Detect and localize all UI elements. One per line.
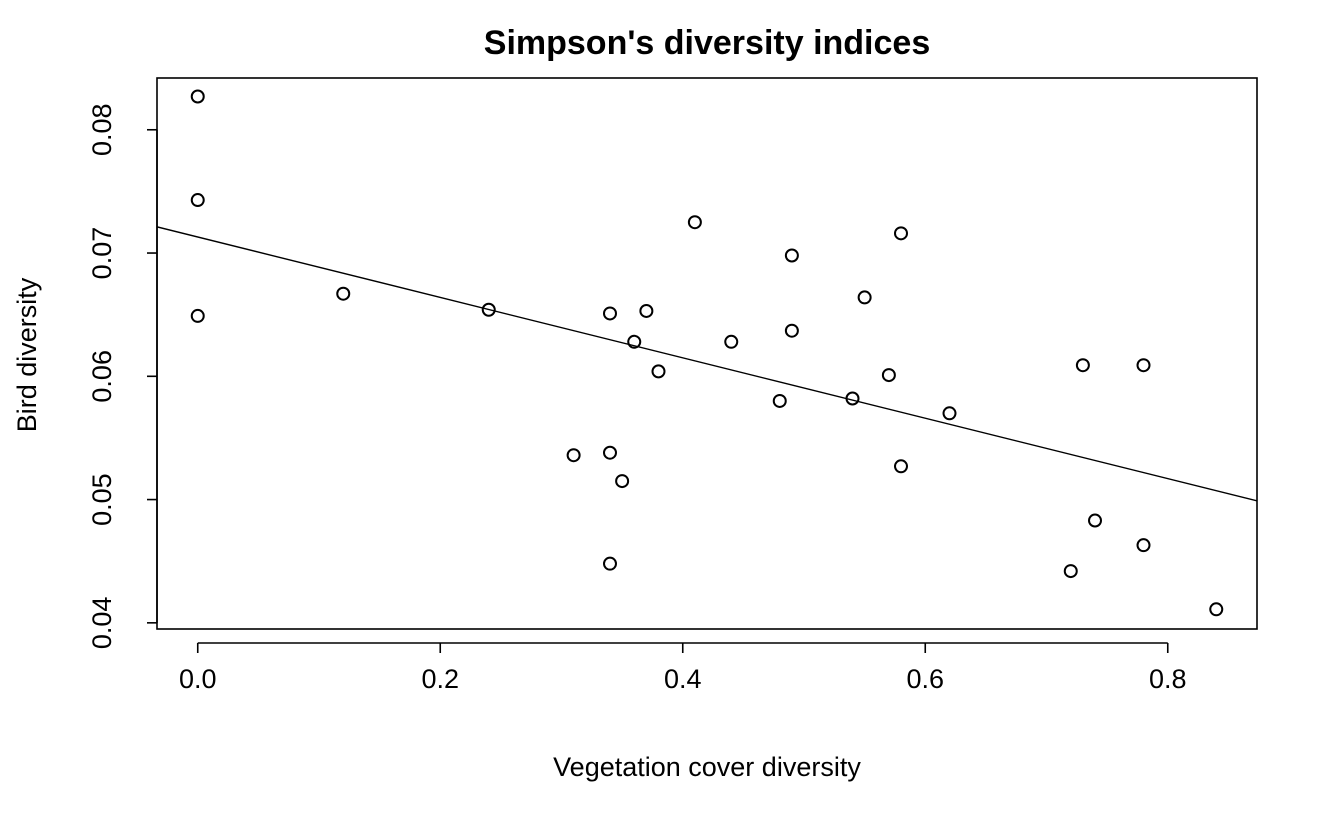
plot-area-frame xyxy=(156,77,1258,630)
x-tick-label: 0.8 xyxy=(1149,664,1187,694)
data-point xyxy=(602,445,617,460)
data-point xyxy=(784,248,799,263)
data-point xyxy=(336,286,351,301)
data-point xyxy=(615,474,630,489)
data-point xyxy=(784,323,799,338)
data-point xyxy=(190,308,205,323)
data-point xyxy=(1063,564,1078,579)
y-tick-label: 0.07 xyxy=(87,227,117,280)
data-point xyxy=(1136,358,1151,373)
regression-line xyxy=(157,226,1257,502)
data-point xyxy=(724,334,739,349)
data-point xyxy=(942,406,957,421)
data-point xyxy=(1209,602,1224,617)
x-axis-label: Vegetation cover diversity xyxy=(553,752,861,782)
y-tick-label: 0.05 xyxy=(87,473,117,526)
y-tick-label: 0.06 xyxy=(87,350,117,403)
x-tick-label: 0.2 xyxy=(421,664,459,694)
x-tick-label: 0.0 xyxy=(179,664,217,694)
data-point xyxy=(627,334,642,349)
data-point xyxy=(639,303,654,318)
data-point xyxy=(687,215,702,230)
data-point xyxy=(602,306,617,321)
x-axis: 0.0 0.2 0.4 0.6 0.8 xyxy=(179,642,1187,694)
y-axis-label: Bird diversity xyxy=(12,277,42,432)
chart-title: Simpson's diversity indices xyxy=(484,24,930,62)
x-tick-label: 0.4 xyxy=(664,664,702,694)
y-tick-label: 0.04 xyxy=(87,597,117,650)
data-point xyxy=(894,459,909,474)
data-points xyxy=(190,89,1224,617)
data-point xyxy=(566,448,581,463)
data-point xyxy=(881,368,896,383)
data-point xyxy=(1088,513,1103,528)
data-point xyxy=(602,556,617,571)
data-point xyxy=(772,393,787,408)
data-point xyxy=(1075,358,1090,373)
data-point xyxy=(190,89,205,104)
y-axis: 0.04 0.05 0.06 0.07 0.08 xyxy=(87,103,158,650)
x-tick-label: 0.6 xyxy=(906,664,944,694)
data-point xyxy=(651,364,666,379)
data-point xyxy=(845,391,860,406)
data-point xyxy=(481,302,496,317)
data-point xyxy=(190,193,205,208)
data-point xyxy=(857,290,872,305)
y-tick-label: 0.08 xyxy=(87,103,117,156)
data-point xyxy=(894,226,909,241)
data-point xyxy=(1136,538,1151,553)
